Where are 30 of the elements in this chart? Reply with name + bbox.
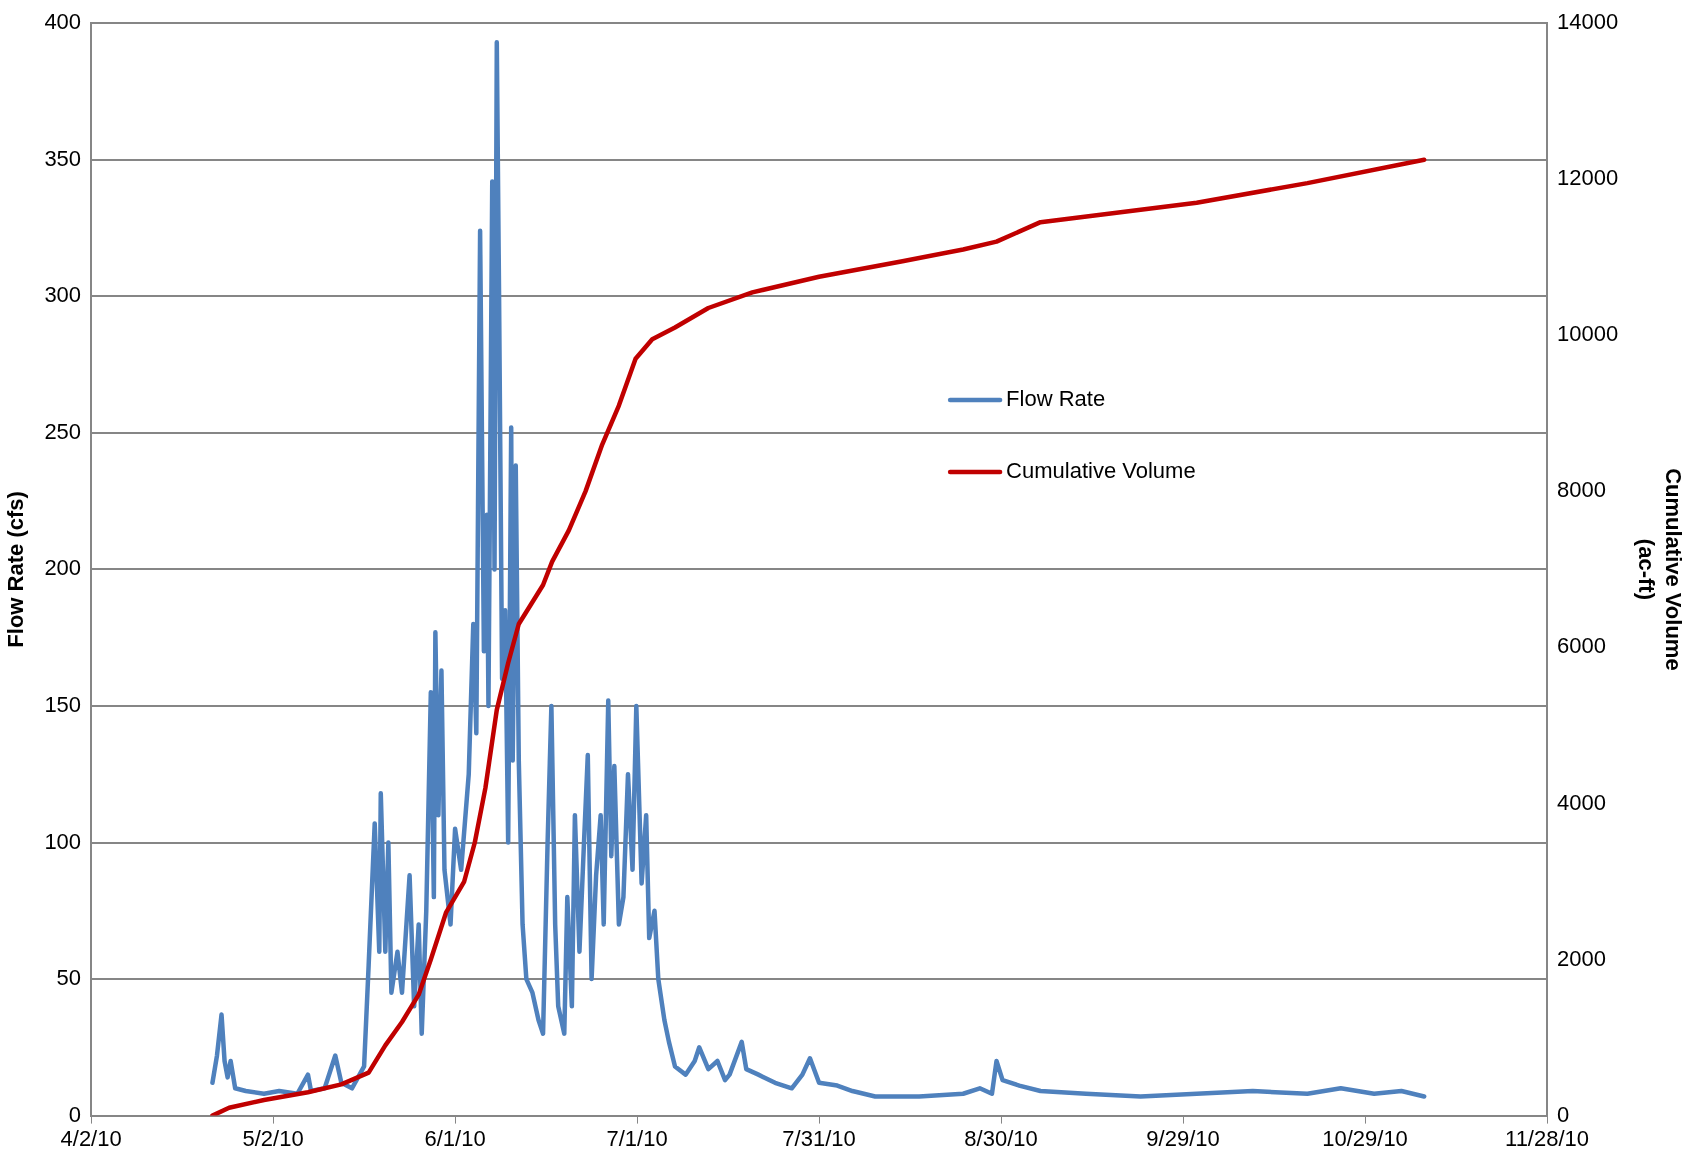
y2-tick-label: 4000 <box>1557 789 1606 815</box>
y-tick-label: 350 <box>44 145 82 171</box>
x-tick-label: 5/2/10 <box>242 1125 304 1151</box>
y-tick-label: 200 <box>44 555 82 581</box>
y-tick-label: 250 <box>44 418 82 444</box>
y-tick-label: 50 <box>56 965 82 991</box>
x-tick-label: 7/31/10 <box>782 1125 856 1151</box>
y-tick-label: 150 <box>44 692 82 718</box>
y2-tick-label: 14000 <box>1557 9 1619 35</box>
y2-axis-title: Cumulative Volume (ac-ft) <box>1634 468 1686 671</box>
y2-tick-label: 6000 <box>1557 633 1606 659</box>
y-tick-label: 300 <box>44 282 82 308</box>
legend-label: Cumulative Volume <box>1006 458 1196 484</box>
y2-tick-label: 8000 <box>1557 477 1606 503</box>
x-tick-label: 7/1/10 <box>606 1125 668 1151</box>
y2-tick-label: 2000 <box>1557 945 1606 971</box>
x-tick-label: 4/2/10 <box>60 1125 122 1151</box>
y2-tick-label: 12000 <box>1557 165 1619 191</box>
x-tick-label: 9/29/10 <box>1146 1125 1220 1151</box>
x-tick-label: 10/29/10 <box>1322 1125 1408 1151</box>
x-tick-label: 6/1/10 <box>424 1125 486 1151</box>
y-tick-label: 100 <box>44 828 82 854</box>
x-tick-label: 8/30/10 <box>964 1125 1038 1151</box>
y-axis-title: Flow Rate (cfs) <box>3 491 29 648</box>
x-tick-label: 11/28/10 <box>1505 1125 1590 1151</box>
y2-tick-label: 10000 <box>1557 321 1619 347</box>
legend-label: Flow Rate <box>1006 386 1106 412</box>
y-tick-label: 0 <box>68 1101 82 1127</box>
y2-tick-label: 0 <box>1557 1101 1570 1127</box>
y-tick-label: 400 <box>44 9 82 35</box>
